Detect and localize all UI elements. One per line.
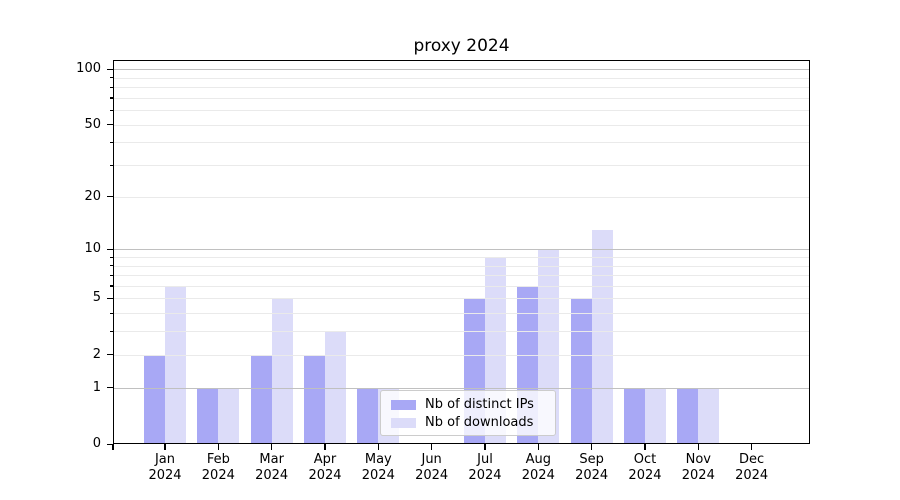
x-axis-tick-label: Aug 2024: [521, 452, 555, 483]
bar-downloads: [165, 285, 186, 444]
bar-distinct-ips: [623, 387, 645, 444]
y-axis-tick-label: 1: [92, 379, 101, 395]
bar-downloads: [591, 229, 613, 444]
x-axis-tick-label: Dec 2024: [735, 452, 769, 483]
x-axis-tick-label: Jun 2024: [415, 452, 449, 483]
x-axis-tick: [644, 444, 646, 450]
bar-distinct-ips: [570, 298, 592, 444]
x-axis-corner-tick: [112, 444, 114, 450]
bars-layer: [113, 60, 810, 444]
legend-entry-downloads: Nb of downloads: [381, 414, 555, 432]
bar-distinct-ips: [303, 354, 325, 444]
legend-label-downloads: Nb of downloads: [425, 415, 534, 430]
legend-label-distinct-ips: Nb of distinct IPs: [425, 397, 534, 412]
plot-area: [113, 60, 810, 444]
legend: Nb of distinct IPs Nb of downloads: [380, 390, 556, 436]
bar-distinct-ips: [250, 354, 272, 444]
x-axis-tick: [217, 444, 219, 450]
x-axis-tick-label: Jul 2024: [468, 452, 502, 483]
y-axis-tick-label: 2: [92, 346, 101, 362]
x-axis-tick: [751, 444, 753, 450]
bar-downloads: [644, 387, 666, 444]
bar-downloads: [218, 387, 240, 444]
x-axis-tick: [697, 444, 699, 450]
chart-title: proxy 2024: [413, 36, 510, 56]
y-axis-tick-label: 20: [84, 188, 101, 204]
x-axis-tick: [324, 444, 326, 450]
y-axis-tick-label: 10: [84, 241, 101, 257]
x-axis-tick: [271, 444, 273, 450]
legend-swatch-downloads: [391, 418, 416, 428]
legend-swatch-distinct-ips: [391, 400, 416, 410]
legend-entry-distinct-ips: Nb of distinct IPs: [381, 396, 555, 414]
x-axis-tick-label: May 2024: [361, 452, 395, 483]
x-axis-tick-label: Apr 2024: [308, 452, 342, 483]
x-axis-tick: [484, 444, 486, 450]
bar-distinct-ips: [197, 387, 219, 444]
x-axis-tick-label: Mar 2024: [255, 452, 289, 483]
bar-downloads: [324, 331, 346, 444]
y-axis-tick-label: 0: [92, 436, 101, 451]
x-axis-tick: [537, 444, 539, 450]
bar-distinct-ips: [144, 354, 165, 444]
x-axis-tick-label: Sep 2024: [575, 452, 609, 483]
bar-downloads: [698, 387, 720, 444]
x-axis-tick: [591, 444, 593, 450]
y-axis-tick-label: 100: [76, 61, 101, 77]
y-axis-tick-label: 50: [84, 116, 101, 132]
x-axis-tick: [431, 444, 433, 450]
x-axis-tick-label: Feb 2024: [201, 452, 235, 483]
y-axis-tick-label: 5: [92, 290, 101, 306]
x-axis-tick-label: Jan 2024: [148, 452, 182, 483]
bar-downloads: [271, 298, 293, 444]
x-axis-tick: [377, 444, 379, 450]
x-axis-tick: [164, 444, 166, 450]
x-axis-tick-label: Oct 2024: [628, 452, 662, 483]
x-axis-tick-label: Nov 2024: [681, 452, 715, 483]
bar-distinct-ips: [677, 387, 699, 444]
bar-distinct-ips: [357, 387, 379, 444]
